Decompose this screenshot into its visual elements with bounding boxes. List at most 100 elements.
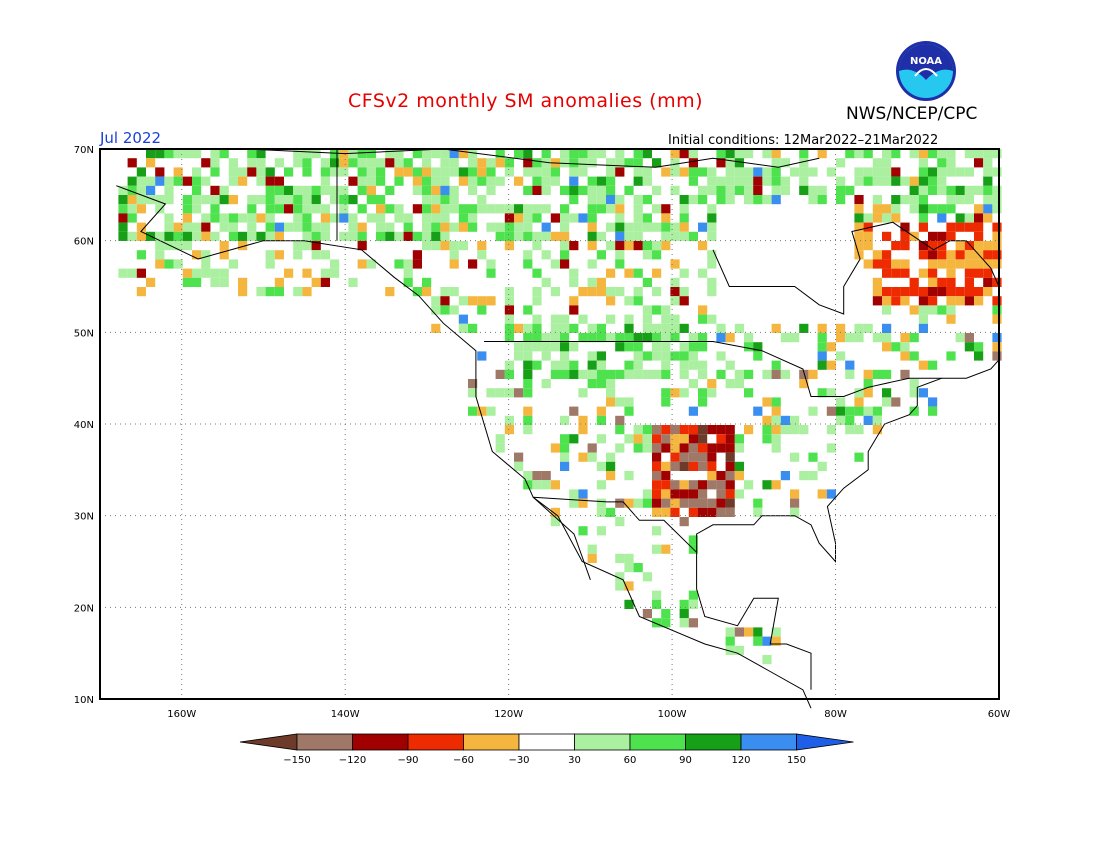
anomaly-cell [366, 176, 376, 186]
anomaly-cell [449, 185, 459, 195]
anomaly-cell [679, 360, 689, 370]
agency-label: NWS/NCEP/CPC [846, 104, 978, 124]
anomaly-cell [311, 277, 321, 287]
anomaly-cell [771, 434, 781, 444]
anomaly-cell [882, 287, 892, 297]
colorbar-segment [463, 733, 520, 751]
anomaly-cell [707, 507, 717, 517]
anomaly-cell [376, 204, 386, 214]
anomaly-cell [514, 342, 524, 352]
anomaly-cell [900, 333, 910, 343]
anomaly-cell [596, 406, 606, 416]
anomaly-cell [652, 590, 662, 600]
anomaly-cell [652, 498, 662, 508]
anomaly-cell [863, 176, 873, 186]
anomaly-cell [909, 333, 919, 343]
anomaly-cell [606, 388, 616, 398]
anomaly-cell [210, 231, 220, 241]
anomaly-cell [661, 351, 671, 361]
anomaly-cell [302, 287, 312, 297]
anomaly-cell [882, 213, 892, 223]
anomaly-cell [937, 185, 947, 195]
anomaly-cell [734, 443, 744, 453]
anomaly-cell [182, 231, 192, 241]
anomaly-cell [652, 268, 662, 278]
anomaly-cell [817, 195, 827, 205]
anomaly-cell [504, 222, 514, 232]
anomaly-cell [422, 204, 432, 214]
anomaly-cell [882, 204, 892, 214]
anomaly-cell [642, 443, 652, 453]
anomaly-cell [541, 176, 551, 186]
anomaly-cell [504, 167, 514, 177]
anomaly-cell [164, 195, 174, 205]
anomaly-cell [679, 213, 689, 223]
anomaly-cell [624, 268, 634, 278]
anomaly-cell [642, 351, 652, 361]
anomaly-cell [606, 287, 616, 297]
anomaly-cell [854, 176, 864, 186]
anomaly-cell [514, 149, 524, 159]
anomaly-cell [532, 268, 542, 278]
anomaly-cell [118, 213, 128, 223]
anomaly-cell [311, 241, 321, 251]
anomaly-cell [734, 185, 744, 195]
anomaly-cell [946, 305, 956, 315]
anomaly-cell [615, 498, 625, 508]
anomaly-cell [201, 268, 211, 278]
anomaly-cell [642, 305, 652, 315]
anomaly-cell [274, 231, 284, 241]
anomaly-cell [615, 397, 625, 407]
anomaly-cell [606, 167, 616, 177]
anomaly-cell [284, 222, 294, 232]
anomaly-cell [146, 149, 156, 159]
anomaly-cell [771, 369, 781, 379]
anomaly-cell [882, 369, 892, 379]
anomaly-cell [596, 195, 606, 205]
anomaly-cell [744, 195, 754, 205]
anomaly-cell [964, 241, 974, 251]
anomaly-cell [679, 369, 689, 379]
anomaly-cell [458, 204, 468, 214]
anomaly-cell [412, 287, 422, 297]
anomaly-cell [900, 287, 910, 297]
anomaly-cell [918, 388, 928, 398]
anomaly-cell [872, 425, 882, 435]
anomaly-cell [155, 176, 165, 186]
anomaly-cell [523, 415, 533, 425]
anomaly-cell [265, 185, 275, 195]
anomaly-cell [284, 204, 294, 214]
anomaly-cell [670, 323, 680, 333]
anomaly-cell [799, 176, 809, 186]
anomaly-cell [863, 406, 873, 416]
anomaly-cell [366, 185, 376, 195]
anomaly-cell [918, 241, 928, 251]
anomaly-cell [679, 222, 689, 232]
anomaly-cell [182, 241, 192, 251]
anomaly-cell [670, 167, 680, 177]
anomaly-cell [596, 415, 606, 425]
anomaly-cell [918, 296, 928, 306]
anomaly-cell [514, 388, 524, 398]
anomaly-cell [596, 250, 606, 260]
anomaly-cell [955, 213, 965, 223]
anomaly-cell [302, 268, 312, 278]
anomaly-cell [707, 167, 717, 177]
anomaly-cell [477, 241, 487, 251]
anomaly-cell [698, 443, 708, 453]
anomaly-cell [698, 461, 708, 471]
anomaly-cell [679, 618, 689, 628]
anomaly-cell [753, 195, 763, 205]
anomaly-cell [550, 323, 560, 333]
anomaly-cell [228, 167, 238, 177]
anomaly-cell [578, 333, 588, 343]
anomaly-cell [633, 369, 643, 379]
anomaly-cell [679, 287, 689, 297]
anomaly-cell [550, 480, 560, 490]
anomaly-cell [642, 434, 652, 444]
anomaly-cell [633, 204, 643, 214]
anomaly-cell [431, 305, 441, 315]
anomaly-cell [716, 333, 726, 343]
anomaly-cell [918, 268, 928, 278]
